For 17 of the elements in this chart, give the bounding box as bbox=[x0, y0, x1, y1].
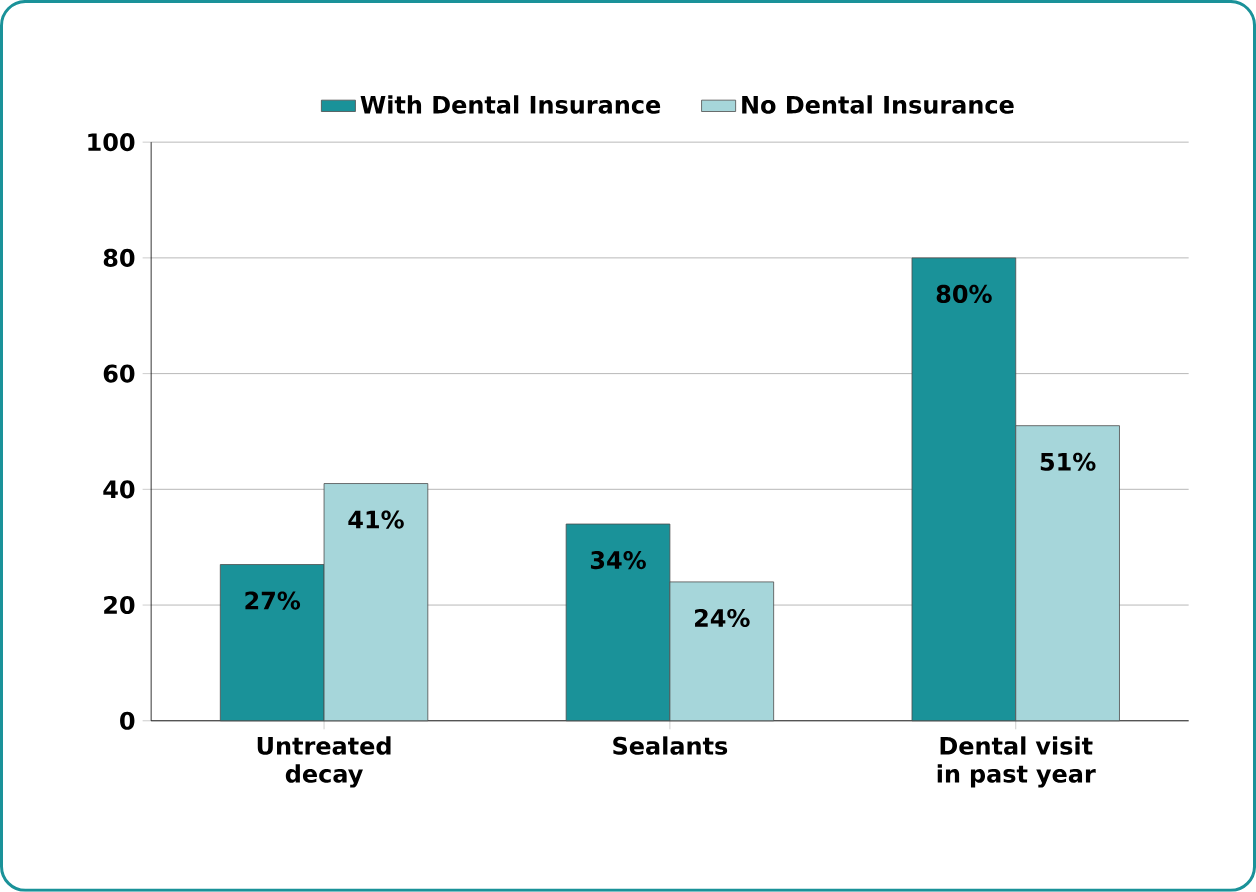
y-tick-label: 100 bbox=[88, 133, 135, 152]
y-tick-label: 40 bbox=[103, 480, 135, 499]
data-label: 24% bbox=[695, 608, 750, 628]
x-tick-label: Untreated decay bbox=[257, 736, 391, 788]
y-tick-label: 80 bbox=[103, 248, 135, 267]
data-label: 27% bbox=[245, 591, 301, 610]
x-tick-label: Dental visit in past year bbox=[937, 736, 1096, 788]
legend-label: No Dental Insurance bbox=[742, 95, 1014, 114]
x-tick-label: Sealants bbox=[613, 736, 728, 755]
y-tick-label: 20 bbox=[104, 596, 135, 615]
data-label: 51% bbox=[1040, 452, 1096, 471]
data-label: 80% bbox=[936, 284, 992, 304]
legend-label: With Dental Insurance bbox=[360, 95, 661, 114]
data-label: 41% bbox=[348, 510, 404, 529]
y-tick-label: 60 bbox=[103, 364, 135, 383]
y-tick-label: 0 bbox=[120, 711, 135, 730]
data-label: 34% bbox=[590, 551, 646, 570]
